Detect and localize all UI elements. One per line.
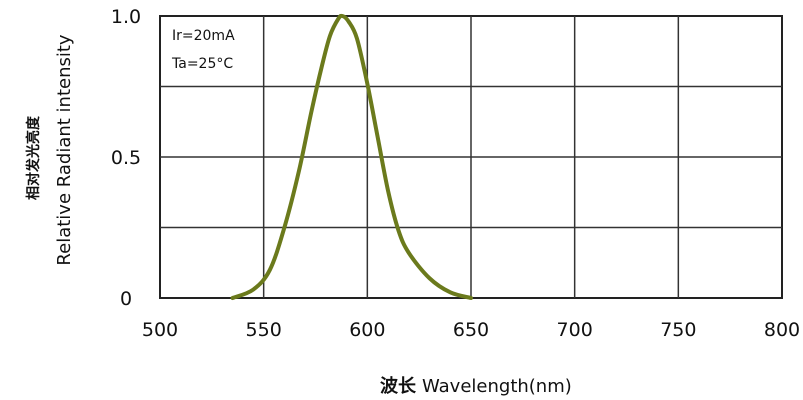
y-tick-label: 1.0 — [111, 6, 141, 28]
annotation-temperature: Ta=25°C — [171, 56, 233, 72]
series-layer — [230, 13, 473, 300]
y-tick-labels: 0 0.5 1.0 — [111, 6, 141, 310]
x-axis-label-cn: 波长 — [380, 375, 417, 397]
y-tick-label: 0.5 — [111, 147, 141, 169]
annotation-current: Ir=20mA — [172, 28, 235, 44]
x-tick-label: 500 — [142, 319, 178, 341]
x-tick-label: 650 — [453, 319, 489, 341]
x-tick-label: 800 — [764, 319, 800, 341]
x-tick-label: 750 — [660, 319, 696, 341]
y-axis-label-cn: 相对发光亮度 — [25, 115, 42, 200]
spectrum-curve — [230, 13, 473, 300]
y-axis-label: Relative Radiant intensity — [54, 34, 75, 265]
x-tick-labels: 500 550 600 650 700 750 800 — [142, 319, 800, 341]
grid-lines — [160, 16, 782, 298]
x-tick-label: 600 — [349, 319, 385, 341]
y-tick-label: 0 — [120, 288, 132, 310]
x-axis-label: Wavelength(nm) — [422, 376, 572, 397]
x-tick-label: 550 — [246, 319, 282, 341]
x-tick-label: 700 — [557, 319, 593, 341]
